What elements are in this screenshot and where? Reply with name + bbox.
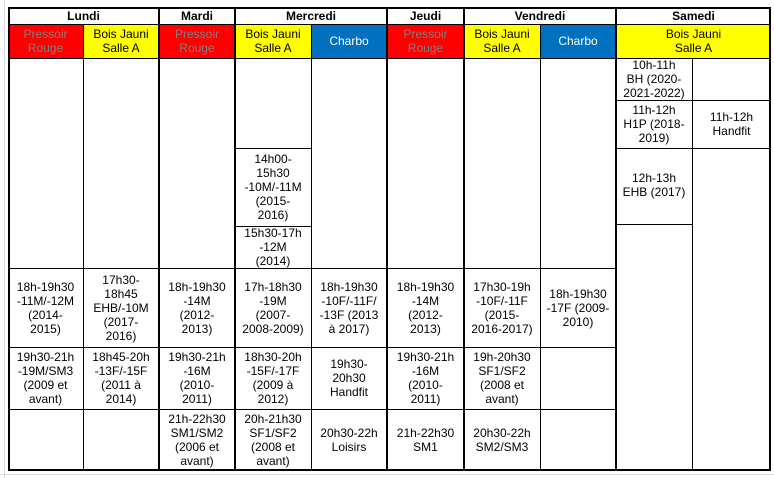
venue-charbo: Charbo xyxy=(540,24,616,58)
table-border xyxy=(616,100,771,101)
table-border xyxy=(234,7,236,471)
session-cell: 20h-21h30 SF1/SF2 (2008 et avant) xyxy=(235,409,311,471)
venue-bois-jauni-salle-a: Bois Jauni Salle A xyxy=(464,24,540,58)
session-cell: 17h30-19h -10F/-11F (2015- 2016-2017) xyxy=(464,268,540,347)
table-border xyxy=(8,409,616,410)
table-border xyxy=(235,226,311,227)
table-border xyxy=(615,7,617,471)
day-header-mercredi: Mercredi xyxy=(235,7,387,24)
table-border xyxy=(8,7,10,471)
day-header-jeudi: Jeudi xyxy=(387,7,464,24)
table-border xyxy=(616,148,771,149)
table-border xyxy=(8,469,771,471)
venue-charbo: Charbo xyxy=(311,24,387,58)
session-cell: 11h-12h H1P (2018- 2019) xyxy=(616,100,692,148)
venue-bois-jauni-salle-a: Bois Jauni Salle A xyxy=(616,24,771,58)
table-border xyxy=(8,7,771,9)
table-border xyxy=(8,58,771,59)
venue-pressoir-rouge: Pressoir Rouge xyxy=(8,24,83,58)
table-border xyxy=(8,347,616,348)
session-cell: 18h-19h30 -10F/-11F/ -13F (2013 à 2017) xyxy=(311,268,387,347)
schedule-table: Lundi Mardi Mercredi Jeudi Vendredi Same… xyxy=(8,7,771,471)
session-cell: 14h00- 15h30 -10M/-11M (2015- 2016) xyxy=(235,148,311,226)
session-cell: 18h30-20h -15F/-17F (2009 à 2012) xyxy=(235,347,311,409)
venue-bois-jauni-salle-a: Bois Jauni Salle A xyxy=(235,24,311,58)
day-header-vendredi: Vendredi xyxy=(464,7,616,24)
session-cell: 11h-12h Handfit xyxy=(692,100,771,148)
session-cell: 20h30-22h Loisirs xyxy=(311,409,387,471)
day-header-lundi: Lundi xyxy=(8,7,159,24)
day-header-samedi: Samedi xyxy=(616,7,771,24)
session-cell: 19h30-21h -19M/SM3 (2009 et avant) xyxy=(8,347,83,409)
table-border xyxy=(8,268,616,269)
sheet-gridline xyxy=(0,474,774,475)
session-cell: 18h-19h30 -14M (2012- 2013) xyxy=(387,268,464,347)
session-cell: 21h-22h30 SM1/SM2 (2006 et avant) xyxy=(159,409,235,471)
table-border xyxy=(83,24,84,471)
venue-bois-jauni-salle-a: Bois Jauni Salle A xyxy=(83,24,159,58)
venue-pressoir-rouge: Pressoir Rouge xyxy=(159,24,235,58)
session-cell: 15h30-17h -12M (2014) xyxy=(235,226,311,268)
session-cell: 21h-22h30 SM1 xyxy=(387,409,464,471)
session-cell: 19h-20h30 SF1/SF2 (2008 et avant) xyxy=(464,347,540,409)
table-border xyxy=(386,7,388,471)
session-cell: 17h30- 18h45 EHB/-10M (2017- 2016) xyxy=(83,268,159,347)
session-cell: 20h30-22h SM2/SM3 xyxy=(464,409,540,471)
table-border xyxy=(158,7,160,471)
table-border xyxy=(8,24,771,25)
day-header-mardi: Mardi xyxy=(159,7,235,24)
table-border xyxy=(616,224,693,225)
venue-pressoir-rouge: Pressoir Rouge xyxy=(387,24,464,58)
session-cell: 17h-18h30 -19M (2007- 2008-2009) xyxy=(235,268,311,347)
table-border xyxy=(540,24,541,471)
session-cell: 18h-19h30 -14M (2012- 2013) xyxy=(159,268,235,347)
session-cell: 19h30-21h -16M (2010- 2011) xyxy=(159,347,235,409)
table-border xyxy=(311,24,312,471)
session-cell: 18h45-20h -13F/-15F (2011 à 2014) xyxy=(83,347,159,409)
table-border xyxy=(235,148,311,149)
session-cell: 19h30- 20h30 Handfit xyxy=(311,347,387,409)
session-cell: 12h-13h EHB (2017) xyxy=(616,170,692,224)
session-cell: 18h-19h30 -17F (2009- 2010) xyxy=(540,268,616,347)
session-cell: 10h-11h BH (2020- 2021-2022) xyxy=(616,58,692,100)
table-border xyxy=(463,7,465,471)
table-border xyxy=(692,58,693,471)
table-border xyxy=(769,7,771,471)
session-cell: 18h-19h30 -11M/-12M (2014- 2015) xyxy=(8,268,83,347)
session-cell: 19h30-21h -16M (2010- 2011) xyxy=(387,347,464,409)
sheet-gridline xyxy=(4,0,5,478)
